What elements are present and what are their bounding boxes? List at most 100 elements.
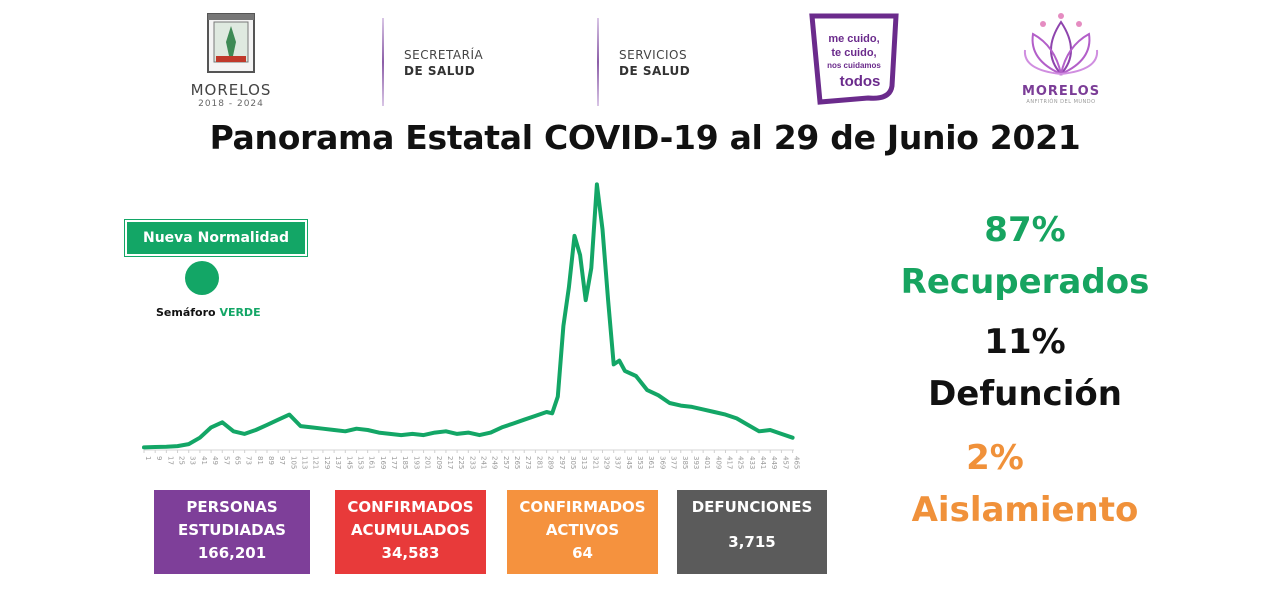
recovered-percent: 87% [984, 210, 1066, 250]
x-tick-label: 337 [614, 456, 622, 469]
x-tick-label: 145 [345, 456, 353, 469]
x-tick-label: 9 [155, 456, 163, 460]
x-tick-label: 329 [602, 456, 610, 469]
x-tick-label: 249 [491, 456, 499, 469]
slogan-line4: todos [840, 73, 881, 90]
x-tick-label: 465 [793, 456, 801, 469]
deaths-label: DEFUNCIONES [691, 498, 813, 516]
x-tick-label: 49 [211, 456, 219, 465]
x-tick-label: 17 [166, 456, 174, 465]
x-tick-label: 97 [278, 456, 286, 465]
x-tick-label: 65 [233, 456, 241, 465]
state-name: MORELOS [190, 81, 272, 99]
x-tick-label: 353 [636, 456, 644, 469]
x-tick-label: 273 [524, 456, 532, 469]
dept1-line1: SECRETARÍA [404, 48, 484, 62]
state-years: 2018 - 2024 [198, 99, 264, 109]
x-tick-label: 289 [547, 456, 555, 469]
x-tick-label: 385 [681, 456, 689, 469]
x-tick-label: 81 [256, 456, 264, 465]
x-tick-label: 417 [726, 456, 734, 469]
isolation-label: Aislamiento [911, 490, 1139, 530]
x-tick-label: 193 [412, 456, 420, 469]
x-tick-label: 313 [580, 456, 588, 469]
x-tick-label: 89 [267, 456, 275, 465]
x-tick-label: 393 [692, 456, 700, 469]
death-percent: 11% [984, 322, 1066, 362]
x-tick-label: 137 [334, 456, 342, 469]
x-tick-label: 297 [558, 456, 566, 469]
confirmed-label: CONFIRMADOS ACUMULADOS [347, 498, 474, 539]
x-tick-label: 345 [625, 456, 633, 469]
dept1-line2: DE SALUD [404, 64, 476, 78]
death-label: Defunción [928, 374, 1122, 414]
lotus-flower-icon [1023, 13, 1099, 76]
header-divider [597, 18, 599, 106]
x-tick-label: 1 [144, 456, 152, 460]
chart-x-tick-labels: 1 9 17 25 33 41 49 57 65 73 81 89 97 105 113 121 129 137 1… [143, 450, 801, 469]
x-tick-label: 185 [401, 456, 409, 469]
x-tick-label: 129 [323, 456, 331, 469]
chart-series [142, 182, 795, 450]
x-tick-label: 153 [356, 456, 364, 469]
x-tick-label: 321 [591, 456, 599, 469]
slogan-line3: nos cuidamos [827, 61, 881, 70]
servicios-salud-label: SERVICIOS DE SALUD [619, 47, 690, 79]
deaths-value: 3,715 [728, 533, 776, 551]
campaign-slogan-logo: me cuido, te cuido, nos cuidamos todos [809, 13, 899, 105]
slogan-line1: me cuido, [828, 33, 879, 45]
x-tick-label: 201 [424, 456, 432, 469]
studied-label: PERSONAS ESTUDIADAS [178, 498, 286, 539]
x-tick-label: 369 [658, 456, 666, 469]
semaforo-status: VERDE [219, 306, 261, 319]
x-tick-label: 33 [189, 456, 197, 465]
nueva-normalidad-badge: Nueva Normalidad [125, 220, 307, 256]
x-tick-label: 57 [222, 456, 230, 465]
x-tick-label: 449 [770, 456, 778, 469]
cases-line-chart: 1 9 17 25 33 41 49 57 65 73 81 89 97 105 113 121 129 137 1… [142, 182, 801, 469]
confirmados-acumulados-box: CONFIRMADOS ACUMULADOS 34,583 [335, 490, 486, 574]
x-tick-label: 113 [301, 456, 309, 469]
x-tick-label: 401 [703, 456, 711, 469]
traffic-light-green-icon [185, 261, 219, 295]
dept2-line2: DE SALUD [619, 64, 691, 78]
x-tick-label: 177 [390, 456, 398, 469]
x-tick-label: 25 [178, 456, 186, 465]
morelos-state-logo: MORELOS 2018 - 2024 [186, 12, 276, 112]
x-tick-label: 305 [569, 456, 577, 469]
x-tick-label: 377 [670, 456, 678, 469]
x-tick-label: 425 [737, 456, 745, 469]
x-tick-label: 209 [435, 456, 443, 469]
personas-estudiadas-box: PERSONAS ESTUDIADAS 166,201 [154, 490, 310, 574]
x-tick-label: 257 [502, 456, 510, 469]
x-tick-label: 361 [647, 456, 655, 469]
x-tick-label: 217 [446, 456, 454, 469]
defunciones-box: DEFUNCIONES 3,715 [677, 490, 827, 574]
x-tick-label: 105 [289, 456, 297, 469]
gov-subtitle: ANFITRIÓN DEL MUNDO [1026, 99, 1096, 105]
x-tick-label: 161 [368, 456, 376, 469]
recovered-label: Recuperados [900, 262, 1150, 302]
semaforo-caption-prefix: Semáforo [156, 306, 216, 319]
dept2-line1: SERVICIOS [619, 48, 688, 62]
slogan-line2: te cuido, [831, 47, 876, 59]
isolation-percent: 2% [966, 438, 1024, 478]
series-line [142, 182, 795, 450]
x-tick-label: 169 [379, 456, 387, 469]
x-tick-label: 433 [748, 456, 756, 469]
x-tick-label: 233 [468, 456, 476, 469]
x-tick-label: 457 [781, 456, 789, 469]
gov-name: MORELOS [1021, 84, 1101, 99]
x-tick-label: 409 [714, 456, 722, 469]
state-shield-icon [207, 13, 255, 73]
confirmed-value: 34,583 [381, 544, 440, 562]
x-tick-label: 225 [457, 456, 465, 469]
header-divider [382, 18, 384, 106]
page-title: Panorama Estatal COVID-19 al 29 de Junio… [209, 118, 1081, 157]
x-tick-label: 441 [759, 456, 767, 469]
x-tick-label: 241 [479, 456, 487, 469]
x-tick-label: 281 [535, 456, 543, 469]
morelos-government-logo: MORELOS ANFITRIÓN DEL MUNDO [1020, 12, 1102, 112]
active-label: CONFIRMADOS ACTIVOS [519, 498, 646, 539]
x-tick-label: 41 [200, 456, 208, 465]
